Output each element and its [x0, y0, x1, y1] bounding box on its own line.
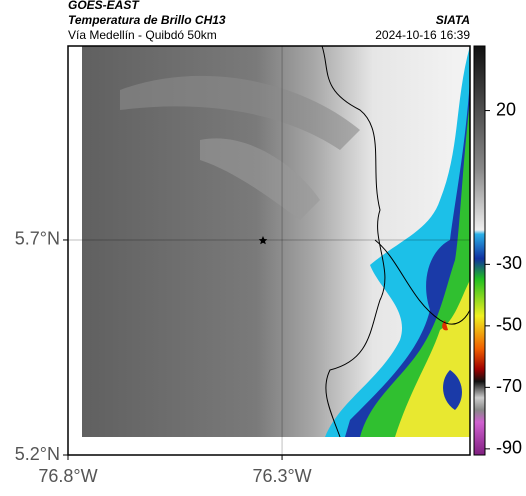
colorbar — [473, 45, 486, 456]
border — [321, 45, 386, 438]
colorbar-tick-label: 20 — [496, 99, 516, 119]
border — [374, 239, 471, 325]
colorbar-tick-label: -50 — [496, 315, 522, 335]
agency: SIATA — [436, 13, 470, 27]
colorbar-tick-label: -30 — [496, 253, 522, 273]
location-marker — [258, 236, 268, 245]
map-frame — [67, 45, 471, 456]
subtitle: Vía Medellín - Quibdó 50km — [68, 28, 217, 42]
colorbar-tick-label: -70 — [496, 376, 522, 396]
cloud-band — [120, 75, 360, 150]
lat-tick-label: 5.2°N — [15, 444, 60, 464]
source: GOES-EAST — [68, 0, 140, 12]
lon-tick-label: 76.8°W — [38, 466, 97, 486]
satellite-image — [82, 45, 471, 438]
cold-cloud — [443, 370, 462, 410]
cloud-band — [200, 138, 320, 220]
title: Temperatura de Brillo CH13 — [68, 13, 226, 27]
datetime: 2024-10-16 16:39 — [375, 28, 470, 42]
lat-tick-label: 5.7°N — [15, 229, 60, 249]
lon-tick-label: 76.3°W — [252, 466, 311, 486]
colorbar-tick-label: -90 — [496, 438, 522, 458]
